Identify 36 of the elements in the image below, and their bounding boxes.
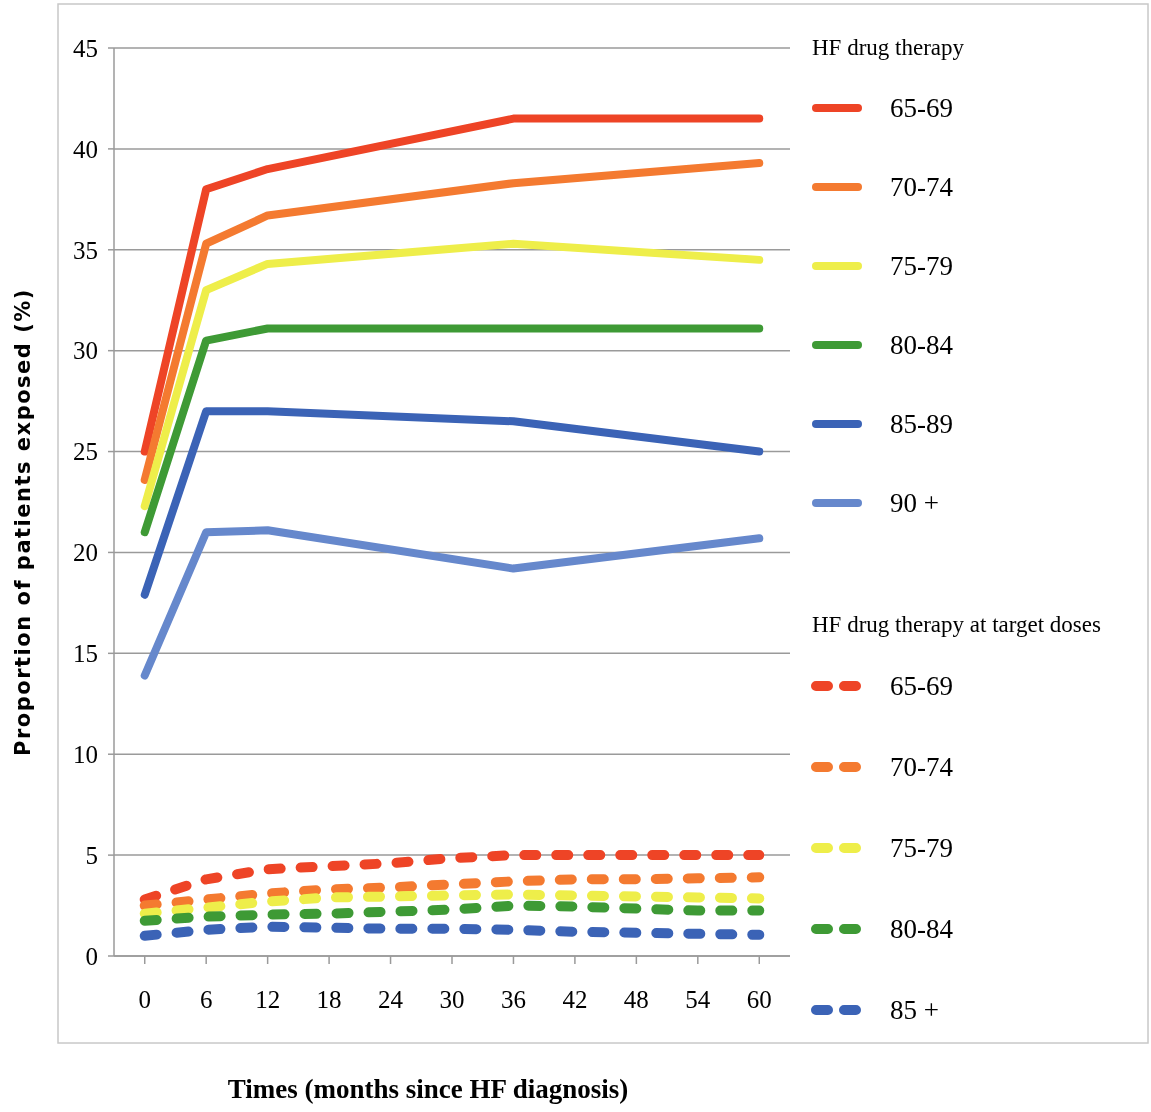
legend-label: 70-74 — [890, 752, 954, 782]
x-tick-label: 6 — [199, 986, 213, 1013]
y-tick-label: 10 — [73, 740, 98, 768]
x-tick-label: 54 — [685, 986, 711, 1013]
legend-label: 80-84 — [890, 914, 954, 944]
x-tick-label: 12 — [255, 986, 281, 1013]
legend-label: 90 + — [890, 488, 939, 518]
y-axis-title: Proportion of patients exposed (%) — [11, 288, 35, 756]
y-tick-label: 35 — [73, 236, 98, 264]
text: HF drug therapy at target doses — [812, 612, 1101, 637]
x-tick-label: 42 — [562, 986, 588, 1013]
y-tick-label: 40 — [73, 135, 98, 163]
y-tick-label: 0 — [85, 942, 98, 970]
x-tick-label: 24 — [378, 986, 404, 1013]
legend-label: 65-69 — [890, 671, 953, 701]
legend-label: 80-84 — [890, 330, 954, 360]
y-tick-label: 45 — [73, 34, 98, 62]
y-tick-label: 30 — [73, 337, 98, 365]
y-tick-label: 15 — [73, 640, 98, 668]
legend-label: 75-79 — [890, 833, 953, 863]
x-tick-label: 60 — [746, 986, 772, 1013]
y-tick-label: 5 — [85, 841, 98, 869]
x-tick-label: 48 — [623, 986, 649, 1013]
x-axis-title: Times (months since HF diagnosis) — [227, 1074, 629, 1104]
legend-label: 70-74 — [890, 172, 954, 202]
legend-label: 85-89 — [890, 409, 953, 439]
y-tick-label: 20 — [73, 539, 98, 567]
legend-label: 75-79 — [890, 251, 953, 281]
x-tick-label: 0 — [138, 986, 151, 1013]
x-tick-label: 18 — [316, 986, 342, 1013]
x-tick-label: 36 — [500, 986, 526, 1013]
legend-title: HF drug therapy — [812, 35, 965, 60]
legend-label: 65-69 — [890, 93, 953, 123]
x-tick-label: 30 — [439, 986, 465, 1013]
y-tick-label: 25 — [73, 438, 98, 466]
legend-label: 85 + — [890, 995, 939, 1025]
